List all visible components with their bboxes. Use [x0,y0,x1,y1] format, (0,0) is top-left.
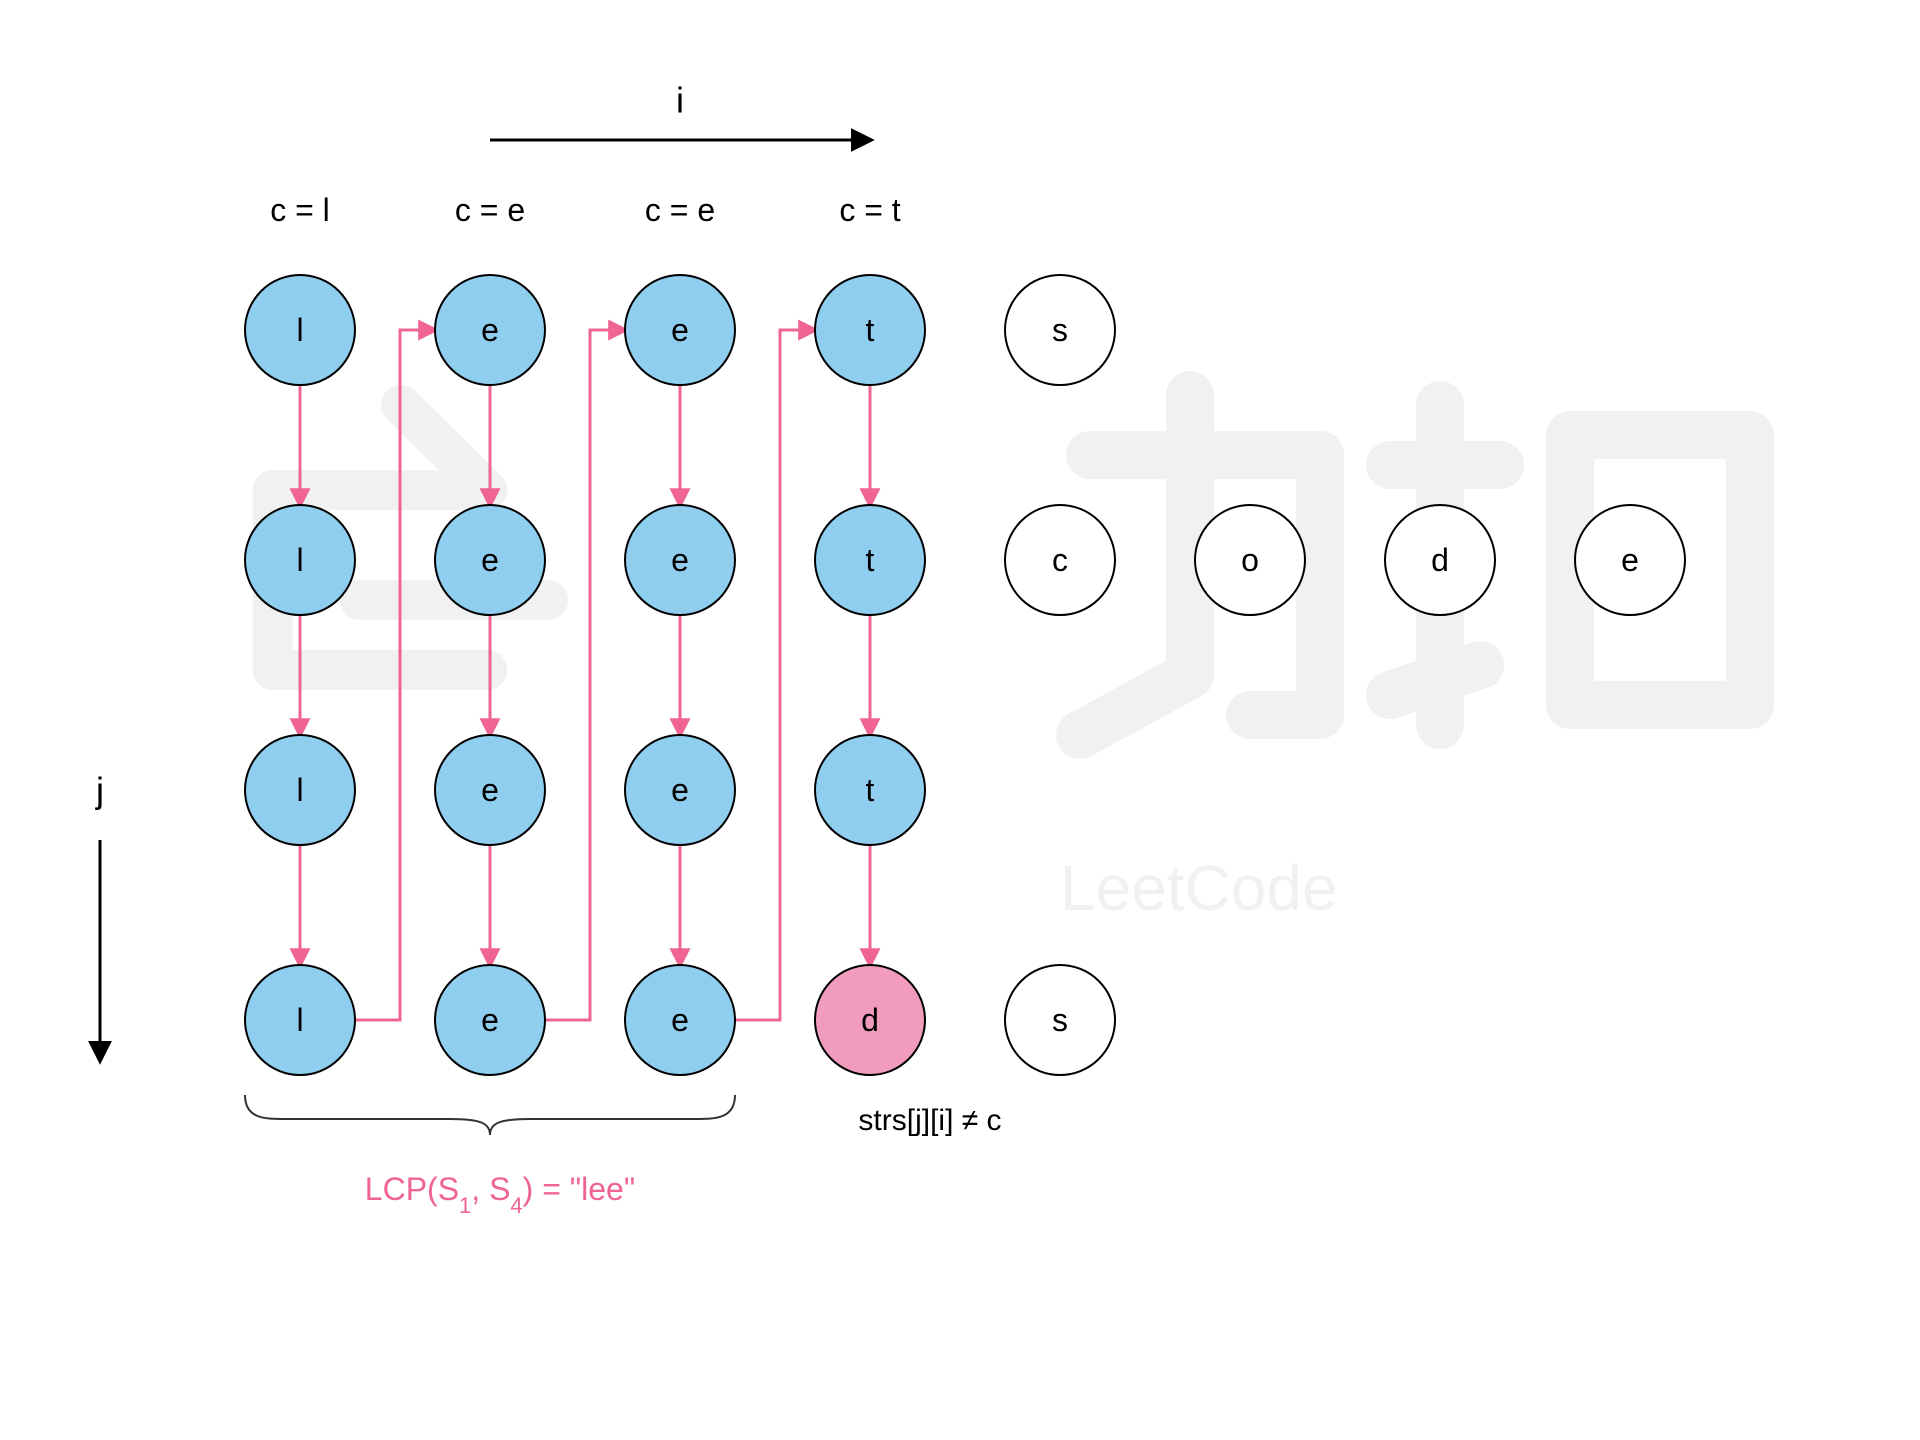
node-char: d [1431,542,1449,578]
node-char: d [861,1002,879,1038]
arrow-wrap [735,330,815,1020]
node-match: l [245,275,355,385]
node-match: l [245,965,355,1075]
node-match: e [435,965,545,1075]
node-match: e [625,735,735,845]
node-char: e [671,542,689,578]
i-axis-label: i [676,80,684,121]
node-char: s [1052,1002,1068,1038]
node-char: e [671,772,689,808]
node-char: t [866,542,875,578]
node-char: l [296,542,303,578]
watermark-text: LeetCode [1060,852,1338,924]
arrow-wrap [545,330,625,1020]
node-char: e [1621,542,1639,578]
node-unvisited: c [1005,505,1115,615]
node-match: t [815,275,925,385]
node-unvisited: e [1575,505,1685,615]
node-unvisited: d [1385,505,1495,615]
node-match: e [625,275,735,385]
node-char: e [481,542,499,578]
node-match: l [245,505,355,615]
brace [245,1095,735,1135]
column-label: c = t [839,192,900,228]
mismatch-condition-label: strs[j][i] ≠ c [858,1104,1001,1137]
node-match: l [245,735,355,845]
node-unvisited: o [1195,505,1305,615]
node-char: t [866,772,875,808]
node-char: o [1241,542,1259,578]
node-char: e [481,312,499,348]
node-match: e [625,965,735,1075]
node-char: e [481,1002,499,1038]
node-match: t [815,735,925,845]
j-axis-label: j [95,770,104,811]
lcp-result-label: LCP(S1, S4) = "lee" [365,1171,635,1218]
node-match: t [815,505,925,615]
node-char: e [671,1002,689,1038]
node-char: l [296,772,303,808]
node-match: e [435,275,545,385]
node-char: l [296,312,303,348]
column-label: c = e [455,192,525,228]
node-match: e [435,505,545,615]
node-match: e [435,735,545,845]
node-char: t [866,312,875,348]
node-match: e [625,505,735,615]
column-label: c = e [645,192,715,228]
diagram-canvas: LeetCode l e e t s l e e t c o d e l e e t l e e d s c = l c =… [0,0,1920,1440]
node-char: e [671,312,689,348]
node-mismatch: d [815,965,925,1075]
node-unvisited: s [1005,275,1115,385]
node-unvisited: s [1005,965,1115,1075]
column-label: c = l [270,192,330,228]
node-char: l [296,1002,303,1038]
node-char: c [1052,542,1068,578]
node-char: s [1052,312,1068,348]
node-char: e [481,772,499,808]
